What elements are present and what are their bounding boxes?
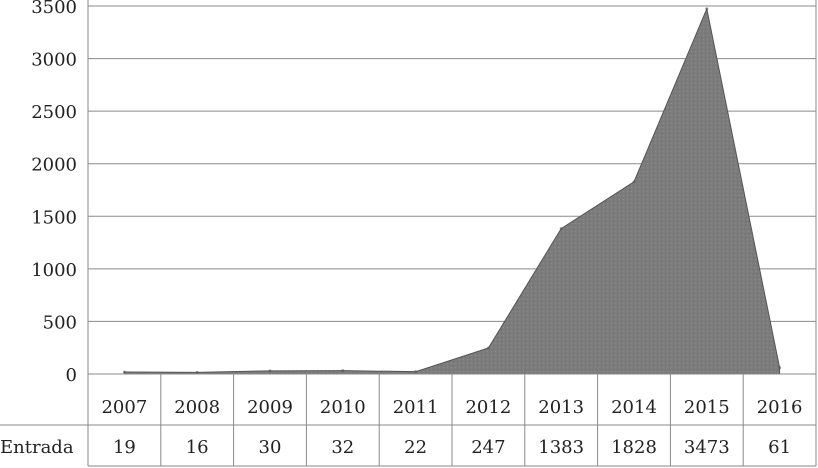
x-tick-label: 2013 xyxy=(538,397,584,418)
data-label-2011: 22 xyxy=(404,437,427,458)
data-label-2010: 32 xyxy=(331,437,354,458)
x-tick-label: 2007 xyxy=(101,397,147,418)
data-label-2013: 1383 xyxy=(538,437,584,458)
data-point-2007 xyxy=(122,370,126,374)
data-point-2008 xyxy=(195,370,199,374)
y-tick-label: 1500 xyxy=(31,207,77,228)
x-tick-label: 2016 xyxy=(757,397,803,418)
x-tick-label: 2011 xyxy=(393,397,439,418)
data-point-2010 xyxy=(341,369,345,373)
y-tick-label: 3500 xyxy=(31,0,77,18)
data-label-2008: 16 xyxy=(186,437,209,458)
y-tick-label: 3000 xyxy=(31,50,77,71)
y-tick-label: 2000 xyxy=(31,155,77,176)
y-tick-label: 500 xyxy=(43,312,77,333)
x-tick-label: 2009 xyxy=(247,397,293,418)
data-label-2007: 19 xyxy=(113,437,136,458)
data-label-2009: 30 xyxy=(259,437,282,458)
data-point-2013 xyxy=(559,227,563,231)
y-tick-label: 1000 xyxy=(31,260,77,281)
data-point-2014 xyxy=(632,180,636,184)
data-table: 2007 2008 2009 2010 2011 2012 2013 2014 2015 2016… xyxy=(0,373,817,467)
data-point-2009 xyxy=(268,369,272,373)
gridlines xyxy=(87,0,817,375)
y-axis: 0 500 1000 1500 2000 2500 3000 3500 xyxy=(31,0,77,386)
data-label-2012: 247 xyxy=(471,437,505,458)
data-label-2014: 1828 xyxy=(611,437,657,458)
data-point-2012 xyxy=(486,346,490,350)
data-point-2011 xyxy=(414,370,418,374)
data-label-2016: 61 xyxy=(768,437,791,458)
x-tick-label: 2014 xyxy=(611,397,657,418)
series-area-entrada xyxy=(123,7,781,375)
data-label-2015: 3473 xyxy=(684,437,730,458)
x-tick-label: 2012 xyxy=(465,397,511,418)
y-tick-label: 0 xyxy=(66,365,77,386)
x-tick-label: 2015 xyxy=(684,397,730,418)
x-tick-label: 2008 xyxy=(174,397,220,418)
y-tick-label: 2500 xyxy=(31,102,77,123)
plot-area xyxy=(122,7,782,375)
data-point-2015 xyxy=(705,7,709,11)
table-row-label: Entrada xyxy=(0,437,74,458)
x-tick-label: 2010 xyxy=(320,397,366,418)
data-point-2016 xyxy=(778,366,782,370)
